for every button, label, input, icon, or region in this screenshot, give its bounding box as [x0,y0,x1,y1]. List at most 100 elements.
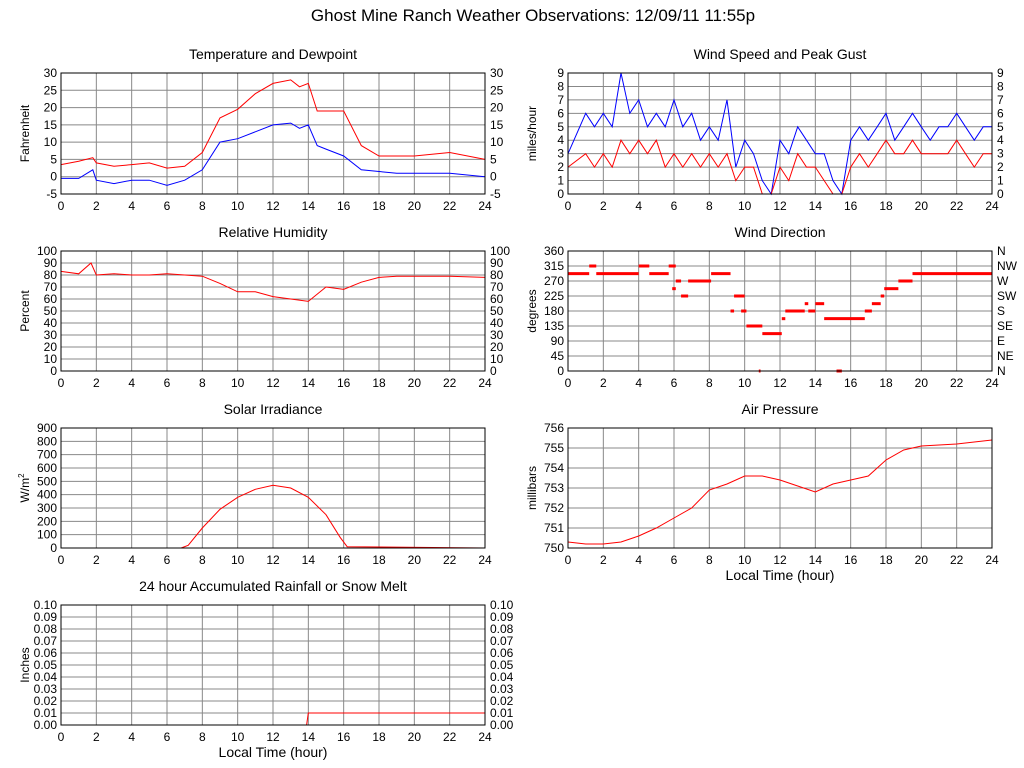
x-tick-label: 0 [58,553,65,567]
x-tick-label: 0 [58,376,65,390]
x-tick-label: 12 [773,376,787,390]
y-axis-label: millibars [525,466,539,510]
x-tick-label: 10 [738,553,752,567]
series-line-red [567,439,993,545]
x-tick-label: 6 [164,376,171,390]
x-tick-label: 6 [164,199,171,213]
chart-title: 24 hour Accumulated Rainfall or Snow Mel… [139,578,407,594]
x-tick-label: 22 [950,199,964,213]
x-tick-label: 22 [950,376,964,390]
y-tick-label-right: 60 [490,292,504,306]
chart-title: Solar Irradiance [224,401,323,417]
x-tick-label: 0 [565,376,572,390]
x-tick-label: 10 [738,199,752,213]
x-tick-label: 12 [773,199,787,213]
x-tick-label: 12 [266,553,280,567]
y-tick-label-right: NW [997,259,1018,273]
rainfall-chart: 24 hour Accumulated Rainfall or Snow Mel… [18,578,514,760]
y-tick-label: 60 [44,292,58,306]
x-tick-label: 20 [915,199,929,213]
y-tick-label: 180 [544,304,564,318]
x-tick-label: 0 [58,199,65,213]
x-tick-label: 8 [199,199,206,213]
x-tick-label: 12 [266,376,280,390]
y-tick-label: 5 [50,152,57,166]
x-tick-label: 4 [128,553,135,567]
x-tick-label: 12 [266,199,280,213]
y-tick-label: 755 [544,441,564,455]
y-tick-label-right: 50 [490,304,504,318]
y-tick-label-right: 70 [490,280,504,294]
x-tick-label: 22 [443,730,457,744]
y-tick-label: 30 [44,66,58,80]
x-tick-label: 20 [408,730,422,744]
plot-frame [60,72,486,195]
x-tick-label: 10 [231,730,245,744]
y-tick-label-right: 20 [490,340,504,354]
y-tick-label: 0 [557,187,564,201]
y-tick-label-right: SE [997,319,1013,333]
y-axis-label: Percent [18,290,32,332]
x-tick-label: 16 [844,199,858,213]
x-tick-label: 18 [372,199,386,213]
y-tick-label: 15 [44,118,58,132]
y-tick-label: 600 [37,461,57,475]
y-tick-label-right: 4 [997,133,1004,147]
x-tick-label: 8 [199,730,206,744]
x-tick-label: 20 [408,553,422,567]
x-tick-label: 12 [773,553,787,567]
y-tick-label: 200 [37,514,57,528]
plot-frame [60,250,486,372]
x-tick-label: 6 [164,730,171,744]
y-tick-label-right: S [997,304,1005,318]
y-tick-label-right: E [997,334,1005,348]
y-tick-label: 0.00 [34,718,58,732]
y-tick-label: 0.07 [34,634,58,648]
x-tick-label: 14 [302,376,316,390]
x-axis-label: Local Time (hour) [726,567,835,583]
y-tick-label-right: 8 [997,79,1004,93]
y-tick-label-right: 0.05 [490,658,514,672]
y-tick-label-right: 5 [997,120,1004,134]
x-tick-label: 2 [93,199,100,213]
y-tick-label: 0 [557,364,564,378]
y-tick-label: 70 [44,280,58,294]
y-tick-label: 4 [557,133,564,147]
y-tick-label: 750 [544,541,564,555]
x-tick-label: 24 [985,199,999,213]
x-tick-label: 18 [879,199,893,213]
y-tick-label: 25 [44,83,58,97]
y-tick-label-right: 100 [490,244,510,258]
y-tick-label-right: 0.00 [490,718,514,732]
x-tick-label: 4 [128,199,135,213]
x-tick-label: 10 [231,376,245,390]
y-tick-label: -5 [46,187,57,201]
y-tick-label: 90 [44,256,58,270]
y-tick-label-right: 30 [490,66,504,80]
x-tick-label: 16 [337,553,351,567]
x-tick-label: 24 [478,730,492,744]
chart-title: Wind Direction [734,224,825,240]
y-tick-label-right: 80 [490,268,504,282]
y-tick-label: 360 [544,244,564,258]
chart-title: Air Pressure [741,401,818,417]
series-line-red [60,262,486,302]
y-tick-label: 3 [557,147,564,161]
x-tick-label: 6 [671,553,678,567]
series-line-blue [567,72,992,196]
x-tick-label: 16 [337,730,351,744]
y-tick-label: 8 [557,79,564,93]
x-tick-label: 4 [635,199,642,213]
x-tick-label: 18 [372,730,386,744]
x-tick-label: 24 [478,376,492,390]
x-tick-label: 2 [600,553,607,567]
y-tick-label-right: 3 [997,147,1004,161]
y-tick-label: 400 [37,488,57,502]
y-tick-label: 300 [37,501,57,515]
x-tick-label: 16 [337,199,351,213]
